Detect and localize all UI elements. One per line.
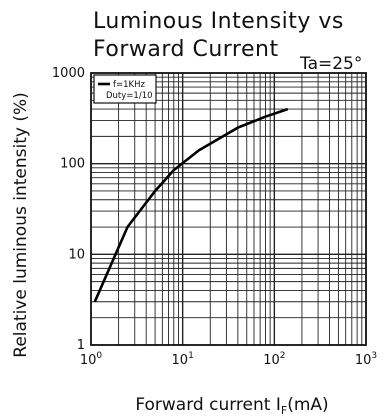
x-tick-label: 100 bbox=[80, 351, 103, 368]
chart-title-line1: Luminous Intensity vs bbox=[93, 9, 344, 34]
y-tick-label: 100 bbox=[60, 157, 85, 172]
legend-entry: Duty=1/10 bbox=[106, 91, 153, 101]
x-tick-label: 103 bbox=[355, 351, 377, 368]
plot-area bbox=[90, 72, 367, 346]
x-axis-label-unit: (mA) bbox=[287, 395, 328, 415]
y-tick-label: 10 bbox=[68, 247, 85, 262]
x-axis-label-main: Forward current I bbox=[135, 395, 281, 415]
tick-labels: 1 10 100 1000 100 101 102 103 bbox=[52, 66, 377, 368]
y-axis-label: Relative luminous intensity (%) bbox=[11, 92, 31, 357]
series-line bbox=[93, 107, 289, 303]
legend-box bbox=[93, 74, 157, 104]
condition-label: Ta=25° bbox=[299, 54, 362, 74]
y-tick-label: 1000 bbox=[52, 66, 85, 81]
legend-entry: f=1KHz bbox=[113, 80, 145, 90]
y-tick-label: 1 bbox=[77, 338, 85, 353]
x-axis-label-subscript: F bbox=[281, 404, 287, 417]
x-tick-label: 101 bbox=[172, 351, 194, 368]
x-axis-label: Forward current IF(mA) bbox=[135, 395, 328, 417]
chart-title-line2: Forward Current bbox=[93, 37, 279, 62]
plot-frame bbox=[90, 72, 367, 346]
x-tick-label: 102 bbox=[263, 351, 285, 368]
